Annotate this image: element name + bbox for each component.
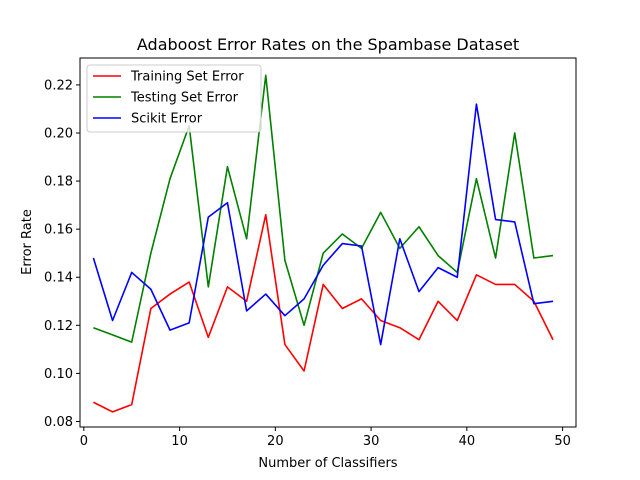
series-line-0 <box>93 213 554 413</box>
y-tick-label: 0.18 <box>44 175 73 190</box>
y-axis-label: Error Rate <box>20 209 35 275</box>
legend-box <box>86 64 262 133</box>
series-line-2 <box>92 103 554 346</box>
x-tick-label: 20 <box>267 434 284 449</box>
series-line-1 <box>93 74 554 343</box>
y-tick-label: 0.10 <box>44 367 73 382</box>
x-tick-label: 40 <box>459 434 476 449</box>
plot-frame <box>79 57 577 428</box>
y-tick-label: 0.22 <box>44 78 73 93</box>
series-layer <box>92 74 554 413</box>
y-tick-label: 0.12 <box>44 319 73 334</box>
x-tick-label: 50 <box>554 434 571 449</box>
legend-label-2: Scikit Error <box>131 112 203 127</box>
x-axis-label: Number of Classifiers <box>258 456 397 471</box>
y-tick-label: 0.08 <box>44 415 73 430</box>
legend-label-0: Training Set Error <box>130 70 244 85</box>
x-tick-label: 30 <box>363 434 380 449</box>
x-tick-label: 0 <box>80 434 88 449</box>
legend: Training Set Error Testing Set Error Sciki… <box>86 64 262 133</box>
y-tick-label: 0.16 <box>44 223 73 238</box>
y-axis: 0.08 0.10 0.12 0.14 0.16 0.18 0.20 0.22 <box>44 78 80 430</box>
legend-label-1: Testing Set Error <box>130 91 239 106</box>
chart-title: Adaboost Error Rates on the Spambase Dat… <box>137 35 519 54</box>
x-axis: 0 10 20 30 40 50 <box>80 427 571 449</box>
y-tick-label: 0.20 <box>44 127 73 142</box>
y-tick-label: 0.14 <box>44 271 73 286</box>
x-tick-label: 10 <box>171 434 188 449</box>
